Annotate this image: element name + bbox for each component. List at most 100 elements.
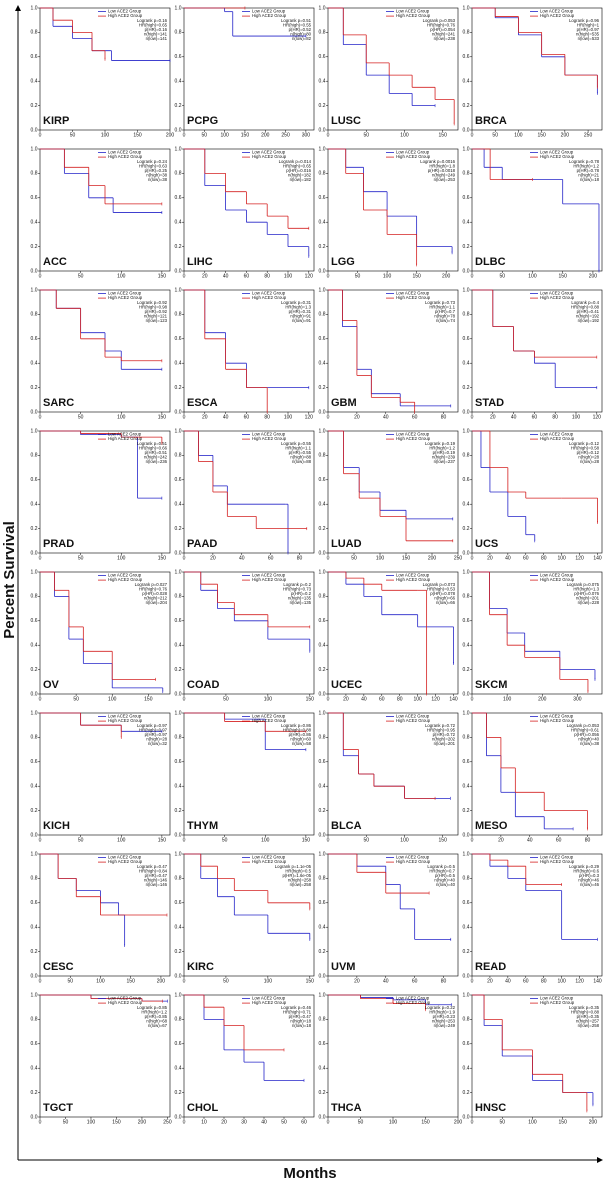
legend-label: High ACE2 Group	[540, 436, 575, 441]
plot-frame	[183, 571, 315, 695]
legend-stat: HR(high)=0.61	[571, 727, 600, 732]
legend-stat: n(low)=91	[292, 318, 312, 323]
x-tick-label: 100	[389, 1119, 398, 1125]
legend-stat: p(HR)=0.92	[145, 309, 168, 314]
plot-frame	[183, 7, 315, 131]
legend-label: Low ACE2 Group	[252, 150, 286, 155]
panel-title: LUSC	[331, 115, 361, 127]
x-tick-label: 0	[183, 696, 186, 702]
legend-stat: n(low)=533	[578, 36, 600, 41]
legend-stat: n(low)=135	[290, 600, 312, 605]
y-tick-label: 0.0	[463, 550, 470, 556]
y-tick-label: 0.4	[31, 925, 38, 931]
y-tick-label: 1.0	[175, 287, 182, 293]
x-tick-label: 40	[239, 555, 245, 561]
legend-label: High ACE2 Group	[396, 436, 431, 441]
legend-label: High ACE2 Group	[396, 154, 431, 159]
legend-stat: p(HR)=0.97	[145, 732, 168, 737]
x-tick-label: 60	[532, 414, 538, 420]
panel-title: KICH	[43, 820, 70, 832]
y-tick-label: 0.8	[463, 735, 470, 741]
x-tick-label: 80	[585, 837, 591, 843]
y-tick-label: 0.0	[319, 550, 326, 556]
legend-stat: p(HR)=0.3	[579, 873, 600, 878]
x-tick-label: 0	[471, 132, 474, 138]
y-tick-label: 0.0	[31, 973, 38, 979]
y-tick-label: 0.4	[463, 643, 470, 649]
x-tick-label: 0	[183, 1119, 186, 1125]
x-tick-label: 50	[355, 273, 361, 279]
legend-label: Low ACE2 Group	[540, 432, 574, 437]
y-tick-label: 0.0	[463, 832, 470, 838]
y-tick-label: 0.8	[319, 171, 326, 177]
legend-stat: p(HR)=0.78	[577, 168, 600, 173]
x-tick-label: 100	[383, 273, 392, 279]
x-tick-label: 250	[454, 555, 463, 561]
y-tick-label: 0.0	[175, 832, 182, 838]
legend-stat: n(high)=66	[434, 596, 455, 601]
legend-stat: Logrank p=0.97	[137, 723, 168, 728]
legend-stat: p(HR)=0.5	[435, 873, 456, 878]
y-tick-label: 1.0	[175, 569, 182, 575]
panel-title: LUAD	[331, 538, 362, 550]
legend-stat: Logrank p=0.78	[569, 159, 600, 164]
plot-frame	[327, 7, 459, 131]
legend-label: Low ACE2 Group	[396, 573, 430, 578]
plot-frame	[471, 7, 603, 131]
x-tick-label: 50	[363, 132, 369, 138]
plot-frame	[327, 571, 459, 695]
x-tick-label: 200	[589, 273, 598, 279]
x-tick-label: 0	[183, 555, 186, 561]
legend-stat: Logrank p=0.92	[137, 300, 168, 305]
plot-frame	[39, 712, 171, 836]
x-tick-label: 0	[183, 132, 186, 138]
y-tick-label: 0.0	[175, 550, 182, 556]
x-tick-label: 50	[222, 837, 228, 843]
legend-label: Low ACE2 Group	[396, 150, 430, 155]
x-tick-label: 250	[163, 1119, 172, 1125]
plot-frame	[471, 853, 603, 977]
y-tick-label: 0.6	[319, 759, 326, 765]
legend-label: Low ACE2 Group	[540, 150, 574, 155]
legend-stat: p(HR)=0.55	[289, 450, 312, 455]
y-tick-label: 0.4	[31, 1066, 38, 1072]
x-tick-label: 120	[575, 555, 584, 561]
x-tick-label: 100	[503, 696, 512, 702]
x-tick-label: 50	[223, 978, 229, 984]
y-tick-label: 0.0	[175, 127, 182, 133]
x-tick-label: 50	[78, 555, 84, 561]
y-tick-label: 1.0	[463, 851, 470, 857]
y-tick-label: 0.4	[175, 220, 182, 226]
legend-stat: p(HR)=0.078	[430, 591, 455, 596]
y-tick-label: 0.8	[31, 453, 38, 459]
y-tick-label: 0.8	[463, 312, 470, 318]
plot-frame	[471, 712, 603, 836]
x-tick-label: 150	[306, 978, 315, 984]
legend-label: Low ACE2 Group	[108, 573, 142, 578]
legend-stat: n(low)=249	[434, 1023, 456, 1028]
legend-stat: n(high)=202	[432, 737, 456, 742]
x-tick-label: 0	[327, 555, 330, 561]
x-tick-label: 10	[201, 1119, 207, 1125]
legend-stat: p(HR)=0.054	[430, 27, 455, 32]
y-tick-label: 0.4	[319, 1066, 326, 1072]
y-tick-label: 0.6	[319, 195, 326, 201]
legend-label: Low ACE2 Group	[396, 432, 430, 437]
legend-stat: n(low)=201	[434, 741, 456, 746]
legend-label: High ACE2 Group	[540, 13, 575, 18]
legend-stat: HR(high)=0.88	[571, 304, 600, 309]
x-tick-label: 100	[117, 555, 126, 561]
legend-stat: p(HR)=0.41	[577, 309, 600, 314]
y-tick-label: 0.6	[319, 618, 326, 624]
x-tick-label: 50	[73, 696, 79, 702]
x-tick-label: 50	[223, 696, 229, 702]
y-tick-label: 1.0	[319, 5, 326, 11]
legend-label: High ACE2 Group	[396, 859, 431, 864]
legend-stat: p(HR)=0.7	[435, 309, 456, 314]
panel-title: BRCA	[475, 115, 507, 127]
legend-stat: n(low)=237	[434, 459, 456, 464]
legend-stat: HR(high)=0.7	[429, 868, 455, 873]
x-tick-label: 100	[376, 555, 385, 561]
y-tick-label: 0.6	[175, 759, 182, 765]
legend-stat: n(low)=28	[580, 459, 600, 464]
